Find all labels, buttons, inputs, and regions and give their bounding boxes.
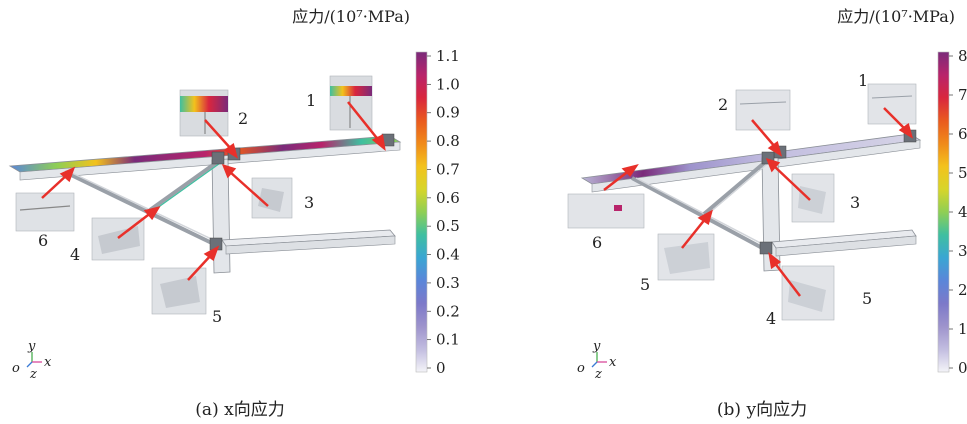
panel-b-thumb-1 <box>867 83 917 125</box>
panel-a-colorbar-tick-label-10: 0.1 <box>436 331 460 349</box>
panel-b: 应力/(10⁷·MPa) 8 7 6 5 4 3 2 1 0 <box>567 7 967 420</box>
panel-b-axis-x: x <box>609 355 617 370</box>
panel-b-colorbar-tick-label-6: 2 <box>958 281 967 299</box>
panel-a-colorbar-tick-label-11: 0 <box>436 359 446 377</box>
panel-b-colorbar-ticks: 8 7 6 5 4 3 2 1 0 <box>949 47 967 377</box>
panel-b-callout-3: 3 <box>850 193 860 212</box>
panel-b-frame <box>580 129 922 272</box>
panel-b-colorbar-tick-label-3: 5 <box>958 164 967 182</box>
panel-a-caption: (a) x向应力 <box>195 400 284 420</box>
panel-a-axis-y: y <box>27 339 36 354</box>
panel-b-axis-z: z <box>594 367 602 382</box>
panel-a-thumb-6 <box>15 192 75 232</box>
panel-a-thumb-1 <box>329 75 373 131</box>
panel-a-callout-4: 4 <box>70 245 80 264</box>
panel-b-callout-1: 1 <box>858 71 868 90</box>
panel-a-axis-z: z <box>29 367 37 382</box>
panel-a-callout-1: 1 <box>306 91 316 110</box>
panel-a-colorbar-tick-label-0: 1.1 <box>436 47 460 65</box>
panel-a-colorbar-tick-label-7: 0.4 <box>436 246 460 264</box>
panel-b-colorbar-tick-label-0: 8 <box>958 47 967 65</box>
panel-b-thumb-5 <box>657 233 715 281</box>
panel-a-unit-title: 应力/(10⁷·MPa) <box>292 7 410 26</box>
panel-b-callout-4: 4 <box>766 309 776 328</box>
panel-b-unit-title: 应力/(10⁷·MPa) <box>837 7 955 26</box>
panel-b-colorbar-tick-label-5: 3 <box>958 242 967 260</box>
panel-a-arrows <box>41 101 386 281</box>
panel-a-colorbar-tick-label-9: 0.2 <box>436 302 460 320</box>
panel-a-colorbar-tick-label-1: 1.0 <box>436 75 460 93</box>
panel-a-thumb-2 <box>179 89 229 137</box>
panel-b-thumb-4 <box>781 265 835 321</box>
panel-a-colorbar-tick-label-6: 0.5 <box>436 217 460 235</box>
panel-b-callout-2: 2 <box>718 95 728 114</box>
panel-a-axes-triad: o y x z <box>12 339 52 382</box>
panel-a-colorbar-tick-label-8: 0.3 <box>436 274 460 292</box>
panel-b-colorbar <box>937 51 950 373</box>
panel-a: 应力/(10⁷·MPa) 1.1 1.0 0.9 0.8 0.7 0.6 0.5 0.4 0.3… <box>8 7 460 420</box>
panel-a-callout-2: 2 <box>238 109 248 128</box>
panel-b-colorbar-tick-label-7: 1 <box>958 320 967 338</box>
panel-a-colorbar-tick-label-4: 0.7 <box>436 160 460 178</box>
panel-b-thumb-3 <box>791 173 835 223</box>
panel-a-colorbar-ticks: 1.1 1.0 0.9 0.8 0.7 0.6 0.5 0.4 0.3 0.2 0.1 0 <box>427 47 460 377</box>
panel-b-callout-5-alt: 5 <box>640 275 650 294</box>
panel-a-colorbar <box>415 51 428 373</box>
panel-b-caption: (b) y向应力 <box>717 400 807 420</box>
panel-b-axis-y: y <box>592 339 601 354</box>
panel-b-callout-5: 5 <box>862 289 872 308</box>
panel-b-colorbar-tick-label-8: 0 <box>958 359 967 377</box>
panel-a-callout-5: 5 <box>212 307 222 326</box>
panel-a-colorbar-tick-label-5: 0.6 <box>436 189 460 207</box>
panel-b-callout-6: 6 <box>592 233 602 252</box>
panel-a-callout-3: 3 <box>304 193 314 212</box>
panel-b-colorbar-tick-label-2: 6 <box>958 125 967 143</box>
panel-a-colorbar-tick-label-2: 0.9 <box>436 104 460 122</box>
panel-b-colorbar-tick-label-4: 4 <box>958 203 967 221</box>
panel-b-thumb-2 <box>735 89 791 131</box>
panel-a-colorbar-tick-label-3: 0.8 <box>436 132 460 150</box>
panel-a-axis-o: o <box>12 361 20 376</box>
panel-a-axis-x: x <box>44 355 52 370</box>
panel-b-thumb-6 <box>567 193 645 229</box>
panel-a-callout-6: 6 <box>38 231 48 250</box>
panel-a-thumb-4 <box>91 217 145 261</box>
panel-a-frame <box>8 133 402 274</box>
panel-b-axes-triad: o y x z <box>577 339 617 382</box>
panel-b-colorbar-tick-label-1: 7 <box>958 86 967 104</box>
panel-a-thumb-5 <box>151 267 207 315</box>
panel-b-arrows <box>603 107 914 297</box>
panel-b-axis-o: o <box>577 361 585 376</box>
